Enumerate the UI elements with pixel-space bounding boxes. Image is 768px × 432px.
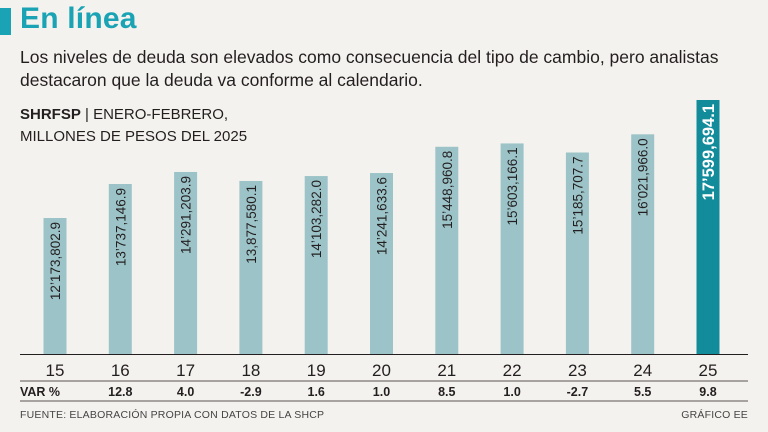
category-label-21: 21 xyxy=(437,361,456,380)
var-pct-16: 12.8 xyxy=(108,385,132,399)
value-label-16: 13’737,146.9 xyxy=(113,188,128,266)
footer-credit: GRÁFICO EE xyxy=(681,409,748,421)
var-pct-24: 5.5 xyxy=(634,385,651,399)
bar-15 xyxy=(43,218,67,354)
var-pct-17: 4.0 xyxy=(177,385,194,399)
var-pct-19: 1.6 xyxy=(308,385,325,399)
series-separator: | xyxy=(80,106,94,123)
value-label-19: 14’103,282.0 xyxy=(309,180,324,258)
category-label-20: 20 xyxy=(372,361,391,380)
series-period: ENERO-FEBRERO, xyxy=(93,106,229,123)
bar-19 xyxy=(304,176,328,354)
category-label-24: 24 xyxy=(633,361,652,380)
category-label-22: 22 xyxy=(503,361,522,380)
category-label-16: 16 xyxy=(111,361,130,380)
bar-17 xyxy=(174,171,198,354)
bar-23 xyxy=(565,152,589,354)
title-accent-bar xyxy=(0,8,11,35)
series-units: MILLONES DE PESOS DEL 2025 xyxy=(20,128,248,145)
value-label-25: 17’599,694.1 xyxy=(700,104,718,200)
value-label-20: 14’241,633.6 xyxy=(375,177,390,255)
value-label-21: 15’448,960.8 xyxy=(440,151,455,229)
category-label-15: 15 xyxy=(46,361,65,380)
bar-22 xyxy=(500,143,524,354)
bar-20 xyxy=(370,173,393,354)
var-pct-21: 8.5 xyxy=(438,385,455,399)
var-pct-18: -2.9 xyxy=(240,385,262,399)
var-pct-20: 1.0 xyxy=(373,385,390,399)
footer-source: FUENTE: ELABORACIÓN PROPIA CON DATOS DE … xyxy=(20,409,325,421)
value-label-24: 16’021,966.0 xyxy=(636,138,651,216)
series-code: SHRFSP xyxy=(20,106,81,123)
value-label-22: 15’603,166.1 xyxy=(505,147,520,225)
bar-24 xyxy=(631,134,655,354)
category-label-25: 25 xyxy=(699,361,718,380)
bar-16 xyxy=(108,184,132,354)
category-label-17: 17 xyxy=(176,361,195,380)
category-label-18: 18 xyxy=(241,361,260,380)
subtitle: Los niveles de deuda son elevados como c… xyxy=(20,47,719,90)
var-pct-25: 9.8 xyxy=(699,385,716,399)
bar-18 xyxy=(239,180,263,354)
var-pct-22: 1.0 xyxy=(503,385,520,399)
bar-21 xyxy=(435,146,459,354)
header-title: En línea xyxy=(20,2,137,35)
value-label-18: 13,877,580.1 xyxy=(244,185,259,264)
category-label-23: 23 xyxy=(568,361,587,380)
var-row-label: VAR % xyxy=(20,385,60,399)
series-label: SHRFSP | ENERO-FEBRERO, xyxy=(20,104,228,125)
value-label-17: 14’291,203.9 xyxy=(179,176,194,254)
bar-25 xyxy=(696,100,720,354)
value-label-23: 15’185,707.7 xyxy=(570,156,585,234)
category-label-19: 19 xyxy=(307,361,326,380)
value-label-15: 12’173,802.9 xyxy=(48,222,63,300)
var-pct-23: -2.7 xyxy=(567,385,589,399)
